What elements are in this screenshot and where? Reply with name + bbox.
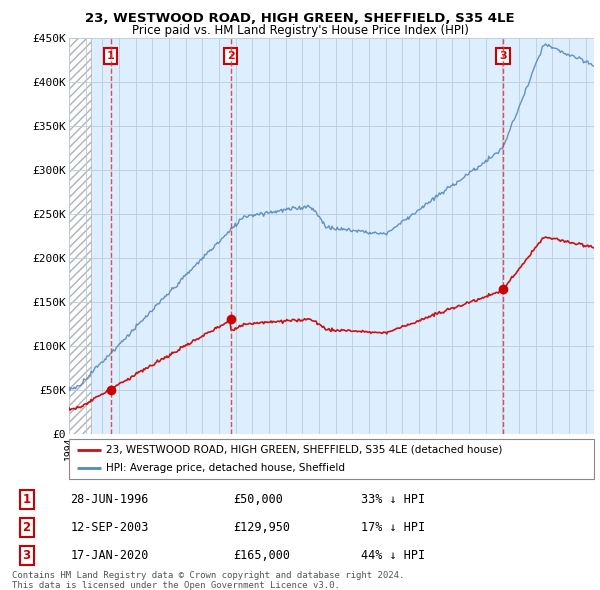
- Text: 1: 1: [107, 51, 115, 61]
- Text: 12-SEP-2003: 12-SEP-2003: [70, 521, 149, 534]
- Text: 23, WESTWOOD ROAD, HIGH GREEN, SHEFFIELD, S35 4LE (detached house): 23, WESTWOOD ROAD, HIGH GREEN, SHEFFIELD…: [106, 445, 502, 455]
- Text: 33% ↓ HPI: 33% ↓ HPI: [361, 493, 425, 506]
- Text: £165,000: £165,000: [233, 549, 290, 562]
- Text: £129,950: £129,950: [233, 521, 290, 534]
- Text: £50,000: £50,000: [233, 493, 283, 506]
- Text: 23, WESTWOOD ROAD, HIGH GREEN, SHEFFIELD, S35 4LE: 23, WESTWOOD ROAD, HIGH GREEN, SHEFFIELD…: [85, 12, 515, 25]
- FancyBboxPatch shape: [69, 439, 594, 479]
- Text: Price paid vs. HM Land Registry's House Price Index (HPI): Price paid vs. HM Land Registry's House …: [131, 24, 469, 37]
- Text: Contains HM Land Registry data © Crown copyright and database right 2024.
This d: Contains HM Land Registry data © Crown c…: [12, 571, 404, 590]
- Text: 44% ↓ HPI: 44% ↓ HPI: [361, 549, 425, 562]
- Text: 3: 3: [499, 51, 507, 61]
- Text: 2: 2: [227, 51, 235, 61]
- Text: 3: 3: [22, 549, 31, 562]
- Text: HPI: Average price, detached house, Sheffield: HPI: Average price, detached house, Shef…: [106, 463, 345, 473]
- Text: 17-JAN-2020: 17-JAN-2020: [70, 549, 149, 562]
- Text: 2: 2: [22, 521, 31, 534]
- Bar: [69, 38, 91, 434]
- Text: 17% ↓ HPI: 17% ↓ HPI: [361, 521, 425, 534]
- Text: 28-JUN-1996: 28-JUN-1996: [70, 493, 149, 506]
- Text: 1: 1: [22, 493, 31, 506]
